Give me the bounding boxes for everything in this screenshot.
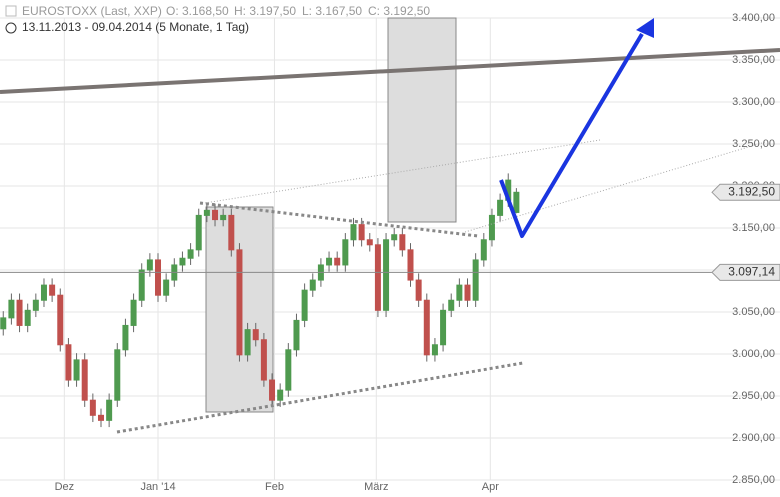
candle-body xyxy=(423,299,430,356)
candle-body xyxy=(431,344,438,356)
candle-body xyxy=(187,249,194,259)
y-tick-label: 3.400,00 xyxy=(732,12,775,24)
trend-line xyxy=(204,139,601,204)
x-tick-label: Dez xyxy=(55,481,75,493)
candle-body xyxy=(448,299,455,311)
candle-body xyxy=(285,349,292,391)
trend-line xyxy=(116,361,524,434)
ohlc: O: 3.168,50 xyxy=(166,4,229,18)
candle-body xyxy=(440,309,447,346)
candle-body xyxy=(391,234,398,241)
y-tick-label: 3.000,00 xyxy=(732,348,775,360)
candle-body xyxy=(195,214,202,251)
candle-body xyxy=(155,259,162,296)
candle-body xyxy=(513,191,520,213)
candle-body xyxy=(480,239,487,261)
candle-body xyxy=(326,257,333,266)
trend-line xyxy=(0,48,780,94)
candle-body xyxy=(146,259,153,271)
y-tick-label: 2.850,00 xyxy=(732,474,775,486)
last-price-label: 3.192,50 xyxy=(728,184,775,198)
candle-body xyxy=(203,209,210,216)
candle-body xyxy=(138,269,145,301)
candle-body xyxy=(130,299,137,326)
candle-body xyxy=(374,244,381,311)
candle-body xyxy=(399,234,406,251)
reference-badge xyxy=(711,263,780,281)
candle-body xyxy=(309,279,316,291)
trend-line xyxy=(464,141,766,233)
candle-body xyxy=(114,349,121,401)
period: 13.11.2013 - 09.04.2014 (5 Monate, 1 Tag… xyxy=(22,20,249,34)
icon xyxy=(5,5,17,17)
x-tick-label: Apr xyxy=(482,481,499,493)
y-tick-label: 3.150,00 xyxy=(732,222,775,234)
candle-body xyxy=(236,249,243,356)
trend-line xyxy=(199,201,479,238)
candle-body xyxy=(212,209,219,221)
candle-body xyxy=(16,299,23,326)
x-tick-label: März xyxy=(364,481,388,493)
candle-body xyxy=(269,379,276,401)
candle-body xyxy=(163,279,170,296)
x-tick-label: Jan '14 xyxy=(140,481,175,493)
candle-body xyxy=(260,339,267,381)
y-tick-label: 3.350,00 xyxy=(732,54,775,66)
candle-body xyxy=(106,399,113,421)
last-price-badge xyxy=(711,183,780,201)
candle-body xyxy=(220,214,227,221)
ohlc: H: 3.197,50 xyxy=(234,4,296,18)
y-tick-label: 3.250,00 xyxy=(732,138,775,150)
candle-body xyxy=(244,329,251,356)
candle-body xyxy=(0,317,7,330)
y-tick-label: 3.300,00 xyxy=(732,96,775,108)
candle-body xyxy=(342,239,349,266)
candle-body xyxy=(334,257,341,266)
candle-body xyxy=(65,344,72,381)
candle-body xyxy=(488,214,495,241)
candle-body xyxy=(122,324,129,351)
instrument: EUROSTOXX (Last, XXP) xyxy=(22,4,162,18)
candle-body xyxy=(228,214,235,251)
candle-body xyxy=(350,224,357,241)
y-tick-label: 2.900,00 xyxy=(732,432,775,444)
clock-icon xyxy=(5,22,17,34)
candle-body xyxy=(252,329,259,341)
candle-body xyxy=(497,199,504,216)
ohlc: C: 3.192,50 xyxy=(368,4,430,18)
candle-body xyxy=(407,249,414,281)
reference-label: 3.097,14 xyxy=(728,265,775,279)
candle-body xyxy=(73,359,80,381)
candle-body xyxy=(89,399,96,416)
ohlc: L: 3.167,50 xyxy=(302,4,362,18)
candle-body xyxy=(277,389,284,401)
candle-body xyxy=(383,239,390,311)
candle-body xyxy=(179,257,186,266)
candle-body xyxy=(472,259,479,301)
candle-body xyxy=(301,289,308,321)
candle-body xyxy=(415,279,422,301)
candle-body xyxy=(40,284,47,301)
candle-body xyxy=(32,299,39,311)
candle-body xyxy=(57,294,64,346)
grid xyxy=(0,17,780,481)
candle-body xyxy=(456,284,463,301)
y-tick-label: 2.950,00 xyxy=(732,390,775,402)
candle-body xyxy=(8,299,15,319)
candle-body xyxy=(49,284,56,296)
annotation-box xyxy=(387,17,457,223)
candle-body xyxy=(366,239,373,246)
candles xyxy=(0,173,520,428)
candle-body xyxy=(358,224,365,241)
forecast-arrow xyxy=(499,32,644,238)
y-tick-label: 3.050,00 xyxy=(732,306,775,318)
candle-body xyxy=(97,414,104,421)
candle-body xyxy=(293,319,300,351)
candle-body xyxy=(464,284,471,301)
arrow-head xyxy=(636,18,654,38)
candle-body xyxy=(24,309,31,326)
x-tick-label: Feb xyxy=(265,481,284,493)
candle-body xyxy=(81,359,88,401)
